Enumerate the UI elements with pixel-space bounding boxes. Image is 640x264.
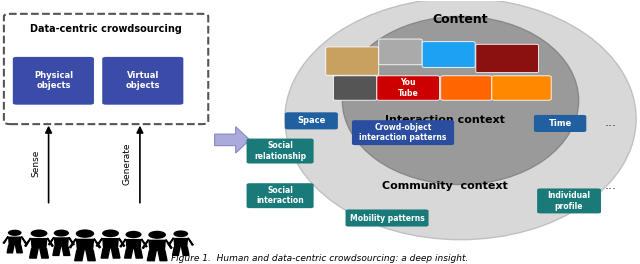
Polygon shape [29, 249, 38, 258]
Polygon shape [49, 237, 54, 245]
Polygon shape [182, 247, 189, 256]
FancyBboxPatch shape [537, 188, 601, 213]
Polygon shape [173, 238, 188, 247]
FancyBboxPatch shape [352, 120, 454, 145]
FancyBboxPatch shape [379, 39, 422, 65]
Polygon shape [102, 238, 119, 249]
Polygon shape [97, 238, 102, 247]
Polygon shape [86, 251, 95, 261]
Text: Crowd-object
interaction patterns: Crowd-object interaction patterns [359, 123, 447, 142]
Polygon shape [3, 237, 8, 243]
Polygon shape [15, 245, 22, 253]
Text: Virtual
objects: Virtual objects [125, 71, 160, 91]
Ellipse shape [102, 229, 119, 237]
FancyBboxPatch shape [13, 57, 94, 105]
Ellipse shape [285, 0, 636, 240]
Polygon shape [94, 239, 100, 248]
Polygon shape [134, 249, 143, 258]
Ellipse shape [125, 231, 141, 238]
Text: Mobility patterns: Mobility patterns [349, 214, 424, 223]
FancyBboxPatch shape [4, 14, 208, 124]
Polygon shape [120, 239, 125, 247]
Polygon shape [125, 239, 141, 249]
Polygon shape [75, 251, 84, 261]
Polygon shape [54, 237, 69, 247]
Ellipse shape [148, 231, 166, 239]
Text: Individual
profile: Individual profile [548, 191, 591, 211]
Polygon shape [214, 127, 250, 153]
FancyBboxPatch shape [102, 57, 183, 105]
FancyBboxPatch shape [285, 112, 338, 129]
FancyBboxPatch shape [534, 115, 586, 132]
Ellipse shape [31, 229, 47, 237]
Polygon shape [158, 251, 167, 261]
Ellipse shape [76, 229, 94, 238]
Polygon shape [101, 249, 109, 258]
Polygon shape [22, 237, 26, 243]
Polygon shape [76, 239, 94, 251]
FancyBboxPatch shape [246, 183, 314, 208]
FancyBboxPatch shape [346, 209, 429, 227]
Text: You
Tube: You Tube [397, 78, 419, 98]
FancyBboxPatch shape [377, 76, 440, 100]
Text: Generate: Generate [123, 142, 132, 185]
Polygon shape [148, 240, 166, 251]
FancyBboxPatch shape [333, 76, 377, 100]
Polygon shape [7, 245, 14, 253]
Polygon shape [166, 240, 172, 248]
Text: Social
interaction: Social interaction [256, 186, 304, 205]
Polygon shape [173, 247, 180, 256]
FancyBboxPatch shape [422, 42, 475, 67]
Ellipse shape [342, 16, 579, 185]
Polygon shape [40, 249, 49, 258]
Polygon shape [111, 249, 120, 258]
Text: Social
relationship: Social relationship [254, 141, 306, 161]
Ellipse shape [8, 230, 22, 236]
Polygon shape [70, 239, 76, 248]
Polygon shape [119, 238, 125, 247]
Polygon shape [53, 247, 61, 256]
Polygon shape [168, 238, 173, 245]
FancyBboxPatch shape [326, 47, 379, 75]
Text: Physical
objects: Physical objects [34, 71, 73, 91]
Text: Data-centric crowdsourcing: Data-centric crowdsourcing [30, 24, 182, 34]
Polygon shape [69, 237, 74, 245]
FancyBboxPatch shape [441, 76, 492, 100]
Polygon shape [125, 249, 132, 258]
Text: ...: ... [605, 179, 616, 192]
Text: ...: ... [605, 116, 616, 129]
Polygon shape [188, 238, 193, 245]
Text: Space: Space [297, 116, 326, 125]
Polygon shape [47, 238, 53, 247]
Polygon shape [31, 238, 47, 249]
Text: Content: Content [433, 12, 488, 26]
Ellipse shape [173, 230, 188, 237]
Text: Time: Time [548, 119, 572, 128]
Polygon shape [62, 247, 70, 256]
Text: Community  context: Community context [381, 181, 508, 191]
FancyBboxPatch shape [492, 76, 551, 100]
Text: Interaction context: Interaction context [385, 115, 504, 125]
Polygon shape [8, 237, 22, 245]
Polygon shape [147, 251, 156, 261]
FancyBboxPatch shape [476, 44, 538, 73]
Polygon shape [25, 238, 31, 247]
FancyBboxPatch shape [246, 139, 314, 163]
Text: Figure 1.  Human and data-centric crowdsourcing: a deep insight.: Figure 1. Human and data-centric crowdso… [172, 254, 468, 263]
Text: Sense: Sense [31, 150, 40, 177]
Polygon shape [141, 239, 147, 247]
Ellipse shape [54, 230, 69, 237]
Polygon shape [143, 240, 148, 248]
